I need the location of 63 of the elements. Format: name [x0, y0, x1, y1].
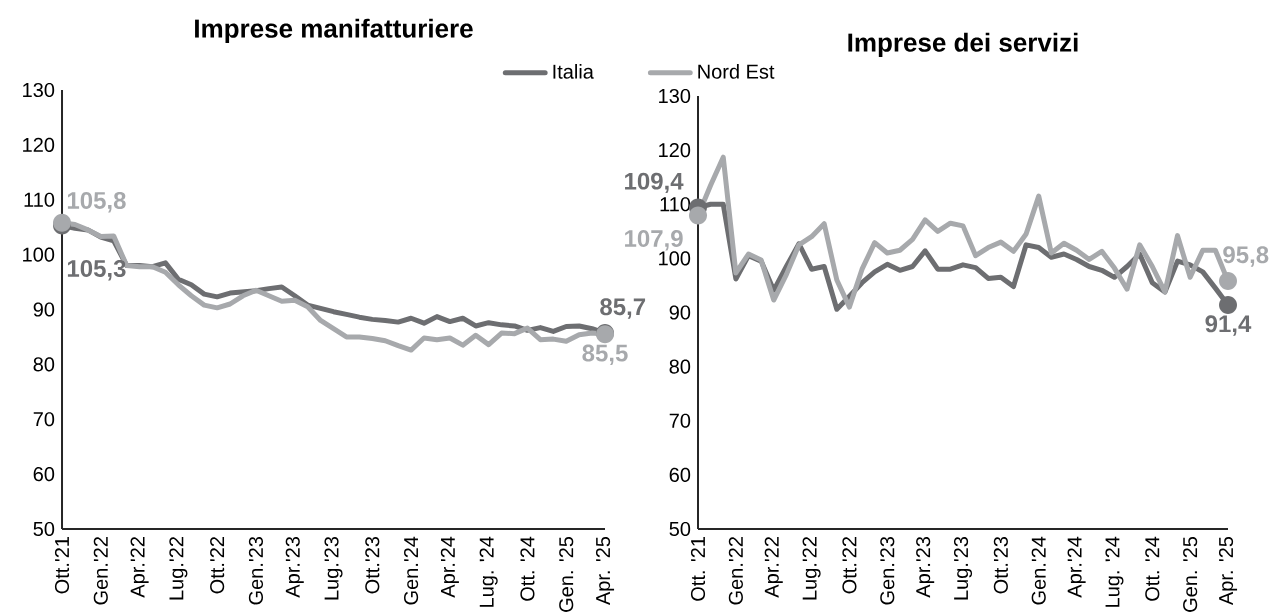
x-tick-label: Apr. '25 — [595, 536, 615, 606]
x-tick-label: Lug.'22 — [802, 537, 821, 600]
y-tick-label: 50 — [33, 521, 55, 537]
x-tick-label: Ott.'22 — [842, 537, 857, 594]
data-label: 105,8 — [67, 191, 126, 213]
y-tick-label: 60 — [33, 467, 55, 482]
y-tick-label: 80 — [669, 359, 691, 374]
data-label: 109,4 — [625, 172, 684, 194]
y-tick-label: 50 — [669, 521, 691, 537]
x-tick-label: Gen.'22 — [728, 537, 743, 605]
x-tick-label: Apr.'24 — [1067, 536, 1086, 598]
y-tick-label: 80 — [33, 357, 55, 372]
x-tick-label: Lug. '24 — [479, 536, 498, 607]
x-tick-label: Ott.'21 — [54, 537, 70, 594]
y-tick-label: 70 — [33, 412, 55, 427]
point — [1219, 295, 1237, 314]
data-label: 105,3 — [67, 259, 126, 281]
point — [689, 206, 708, 225]
x-tick-label: Lug. '24 — [1105, 536, 1124, 607]
y-tick-label: 110 — [24, 192, 55, 207]
x-tick-label: Ott. '21 — [690, 537, 706, 601]
x-tick-label: Apr. '25 — [1218, 536, 1238, 606]
data-label: 85,5 — [582, 344, 628, 366]
x-tick-label: Gen.'23 — [248, 536, 264, 605]
data-label: 91,4 — [1205, 315, 1252, 336]
x-tick-label: Gen.'24 — [1031, 536, 1046, 605]
y-tick-label: 70 — [669, 413, 691, 428]
x-tick-label: Apr.'24 — [440, 536, 459, 598]
y-tick-label: 100 — [23, 247, 55, 262]
x-tick-label: Ott.'23 — [993, 536, 1008, 594]
x-tick-label: Gen. '25 — [1183, 536, 1198, 612]
x-tick-label: Ott.'23 — [365, 536, 380, 594]
y-tick-label: 120 — [659, 143, 691, 158]
x-tick-label: Lug.'23 — [953, 536, 973, 600]
x-tick-label: Gen.'23 — [880, 536, 895, 605]
x-tick-label: Ott. '24 — [520, 536, 535, 601]
x-tick-label: Gen.'22 — [93, 537, 108, 605]
y-tick-label: 90 — [33, 302, 55, 317]
x-tick-label: Apr.'23 — [916, 536, 935, 598]
y-tick-label: 130 — [659, 88, 691, 104]
legend-label: Nord Est — [698, 64, 775, 79]
point — [1219, 272, 1237, 291]
x-tick-label: Ott.'22 — [210, 537, 225, 594]
legend-label: Italia — [553, 64, 594, 79]
x-tick-label: Lug.'22 — [169, 537, 188, 600]
y-tick-label: 130 — [23, 82, 55, 98]
x-tick-label: Ott. '24 — [1145, 536, 1160, 601]
x-tick-label: Apr.'23 — [285, 536, 304, 598]
x-tick-label: Lug.'23 — [324, 536, 343, 600]
y-tick-label: 120 — [23, 137, 55, 152]
chart-title: Imprese manifatturiere — [195, 18, 473, 43]
data-label: 95,8 — [1223, 246, 1269, 267]
x-tick-label: Gen. '25 — [559, 536, 574, 612]
y-tick-label: 60 — [669, 467, 691, 482]
y-tick-label: 90 — [669, 305, 691, 320]
chart-title: Imprese dei servizi — [848, 32, 1078, 57]
x-tick-label: Apr.'22 — [764, 537, 783, 598]
data-label: 107,9 — [625, 230, 683, 251]
x-tick-label: Apr.'22 — [130, 537, 149, 598]
x-tick-label: Gen.'24 — [404, 536, 419, 605]
data-label: 85,7 — [600, 298, 646, 319]
y-tick-label: 110 — [660, 197, 691, 212]
y-tick-label: 100 — [659, 251, 691, 266]
